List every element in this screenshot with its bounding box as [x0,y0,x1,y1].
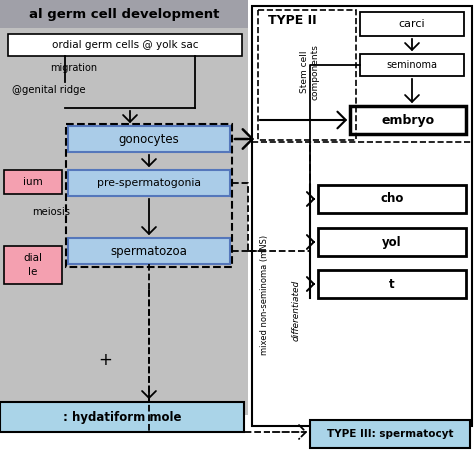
Text: le: le [28,267,38,277]
Text: differentiated: differentiated [292,279,301,341]
Text: migration: migration [50,63,97,73]
Bar [360,12,464,36]
Text: TYPE II: TYPE II [268,13,317,27]
Text: TYPE III: spermatocyt: TYPE III: spermatocyt [327,429,453,439]
Text: seminoma: seminoma [386,60,438,70]
Bar [350,106,466,134]
Bar [0,402,244,432]
Text: yol: yol [382,236,402,248]
Bar [0,0,248,415]
Bar [318,185,466,213]
Bar [68,170,230,196]
Bar [68,238,230,264]
Text: @genital ridge: @genital ridge [12,85,86,95]
Bar [66,124,232,267]
Text: meiosis: meiosis [32,207,70,217]
Text: embryo: embryo [382,113,435,127]
Text: ium: ium [23,177,43,187]
Text: al germ cell development: al germ cell development [29,8,219,20]
Text: pre-spermatogonia: pre-spermatogonia [97,178,201,188]
Bar [360,54,464,76]
Bar [68,126,230,152]
Bar [252,6,472,426]
Text: cho: cho [380,192,404,206]
Text: ordial germ cells @ yolk sac: ordial germ cells @ yolk sac [52,40,198,50]
Bar [318,270,466,298]
Bar [0,0,248,28]
Text: t: t [389,277,395,291]
Text: : hydatiform mole: : hydatiform mole [63,410,181,423]
Bar [4,246,62,284]
Text: +: + [98,351,112,369]
Bar [8,34,242,56]
Bar [310,420,470,448]
Text: spermatozoa: spermatozoa [110,245,187,257]
Text: gonocytes: gonocytes [118,133,179,146]
Text: mixed non-seminoma (mNS): mixed non-seminoma (mNS) [261,235,270,355]
Text: dial: dial [24,253,43,263]
Bar [258,10,356,140]
Bar [318,228,466,256]
Text: Stem cell
components: Stem cell components [301,44,319,100]
Text: carci: carci [399,19,425,29]
Bar [4,170,62,194]
